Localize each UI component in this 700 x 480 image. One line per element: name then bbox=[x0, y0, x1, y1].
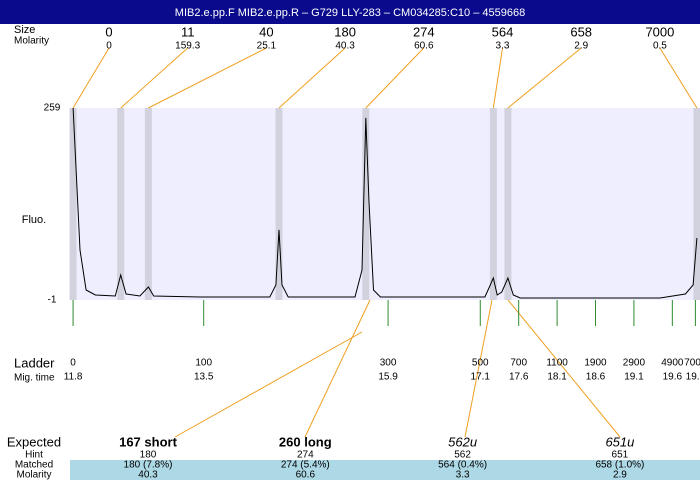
peak-band bbox=[69, 108, 77, 300]
ladder-size: 100 bbox=[195, 358, 212, 369]
peak-size: 564 bbox=[492, 24, 514, 39]
peak-connector bbox=[148, 47, 267, 109]
ladder-time: 19.9 bbox=[686, 372, 700, 383]
ladder-size: 700 bbox=[510, 358, 527, 369]
peak-size: 7000 bbox=[645, 24, 674, 39]
peak-connector bbox=[507, 47, 582, 109]
mig-time-label: Mig. time bbox=[14, 373, 55, 384]
peak-band bbox=[362, 108, 370, 300]
peak-size: 180 bbox=[334, 24, 356, 39]
peak-size: 274 bbox=[413, 24, 435, 39]
peak-molarity: 159.3 bbox=[175, 41, 200, 52]
peak-connector bbox=[120, 47, 189, 109]
expected-connectors bbox=[174, 299, 621, 438]
connector bbox=[464, 299, 493, 438]
matched-label: Matched bbox=[15, 460, 53, 471]
hint: 651 bbox=[612, 450, 629, 461]
size-row-label: Size bbox=[14, 24, 35, 36]
peak-molarity: 0.5 bbox=[653, 41, 667, 52]
peak-molarity: 25.1 bbox=[257, 41, 277, 52]
hint: 562 bbox=[454, 450, 471, 461]
peak-band bbox=[144, 108, 152, 300]
peak-size: 11 bbox=[181, 24, 195, 39]
molarity: 60.6 bbox=[296, 470, 316, 480]
matched: 658 (1.0%) bbox=[595, 460, 644, 471]
peak-band bbox=[504, 108, 512, 300]
ladder-size: 2900 bbox=[623, 358, 646, 369]
peak-molarity: 60.6 bbox=[414, 41, 434, 52]
expected-name: 260 long bbox=[279, 434, 332, 449]
ladder-size: 7000 bbox=[684, 358, 700, 369]
connector bbox=[304, 299, 371, 438]
peak-connector bbox=[278, 47, 346, 109]
ladder-size: 500 bbox=[472, 358, 489, 369]
peak-connector bbox=[365, 47, 425, 109]
expected-name: 562u bbox=[448, 434, 477, 449]
title-bar bbox=[0, 0, 700, 24]
window-title: MIB2.e.pp.F MIB2.e.pp.R – G729 LLY-283 –… bbox=[175, 7, 525, 19]
ladder-time: 15.9 bbox=[378, 372, 398, 383]
ladder-time: 17.6 bbox=[509, 372, 529, 383]
connector bbox=[507, 299, 621, 438]
peak-molarity: 0 bbox=[106, 41, 112, 52]
molarity-label: Molarity bbox=[16, 470, 51, 480]
ladder-size: 300 bbox=[380, 358, 397, 369]
ladder-time: 19.6 bbox=[663, 372, 683, 383]
ladder-time: 11.8 bbox=[64, 372, 83, 383]
hint: 274 bbox=[297, 450, 314, 461]
ladder-time: 13.5 bbox=[194, 372, 214, 383]
molarity: 3.3 bbox=[456, 470, 470, 480]
trace bbox=[72, 107, 698, 299]
expected-name: 651u bbox=[605, 434, 634, 449]
molarity: 40.3 bbox=[138, 470, 158, 480]
molarity: 2.9 bbox=[613, 470, 627, 480]
peak-band bbox=[275, 108, 283, 300]
matched: 564 (0.4%) bbox=[438, 460, 487, 471]
peak-molarity: 3.3 bbox=[496, 41, 510, 52]
matched: 180 (7.8%) bbox=[124, 460, 173, 471]
plot-area bbox=[70, 108, 700, 300]
matched-band bbox=[70, 460, 700, 480]
peak-connector bbox=[492, 47, 503, 109]
expected-name: 167 short bbox=[119, 434, 177, 449]
hint: 180 bbox=[140, 450, 157, 461]
connector bbox=[174, 331, 363, 438]
ladder-time: 17.1 bbox=[471, 372, 491, 383]
peak-band bbox=[117, 108, 125, 300]
expected-label: Expected bbox=[7, 434, 61, 449]
ladder-size: 0 bbox=[70, 358, 76, 369]
ladder-size: 4900 bbox=[661, 358, 684, 369]
y-tick-label: -1 bbox=[48, 295, 57, 306]
peak-band bbox=[489, 108, 497, 300]
peak-molarity: 40.3 bbox=[335, 41, 355, 52]
peak-size: 0 bbox=[105, 24, 112, 39]
peak-connector bbox=[72, 47, 110, 109]
hint-label: Hint bbox=[25, 450, 43, 461]
ladder-time: 18.1 bbox=[547, 372, 567, 383]
peak-molarity: 2.9 bbox=[574, 41, 588, 52]
ladder-time: 18.6 bbox=[586, 372, 606, 383]
ladder-label: Ladder bbox=[14, 355, 55, 370]
y-tick-label: 259 bbox=[44, 103, 61, 114]
peak-band bbox=[693, 108, 700, 300]
ladder-size: 1900 bbox=[584, 358, 607, 369]
molarity-row-label: Molarity bbox=[14, 36, 49, 47]
peak-size: 658 bbox=[570, 24, 592, 39]
ladder-time: 19.1 bbox=[624, 372, 644, 383]
ladder-size: 1100 bbox=[546, 358, 568, 369]
y-axis-label: Fluo. bbox=[22, 214, 46, 226]
peak-connector bbox=[659, 47, 698, 109]
matched: 274 (5.4%) bbox=[281, 460, 330, 471]
peak-size: 40 bbox=[259, 24, 273, 39]
